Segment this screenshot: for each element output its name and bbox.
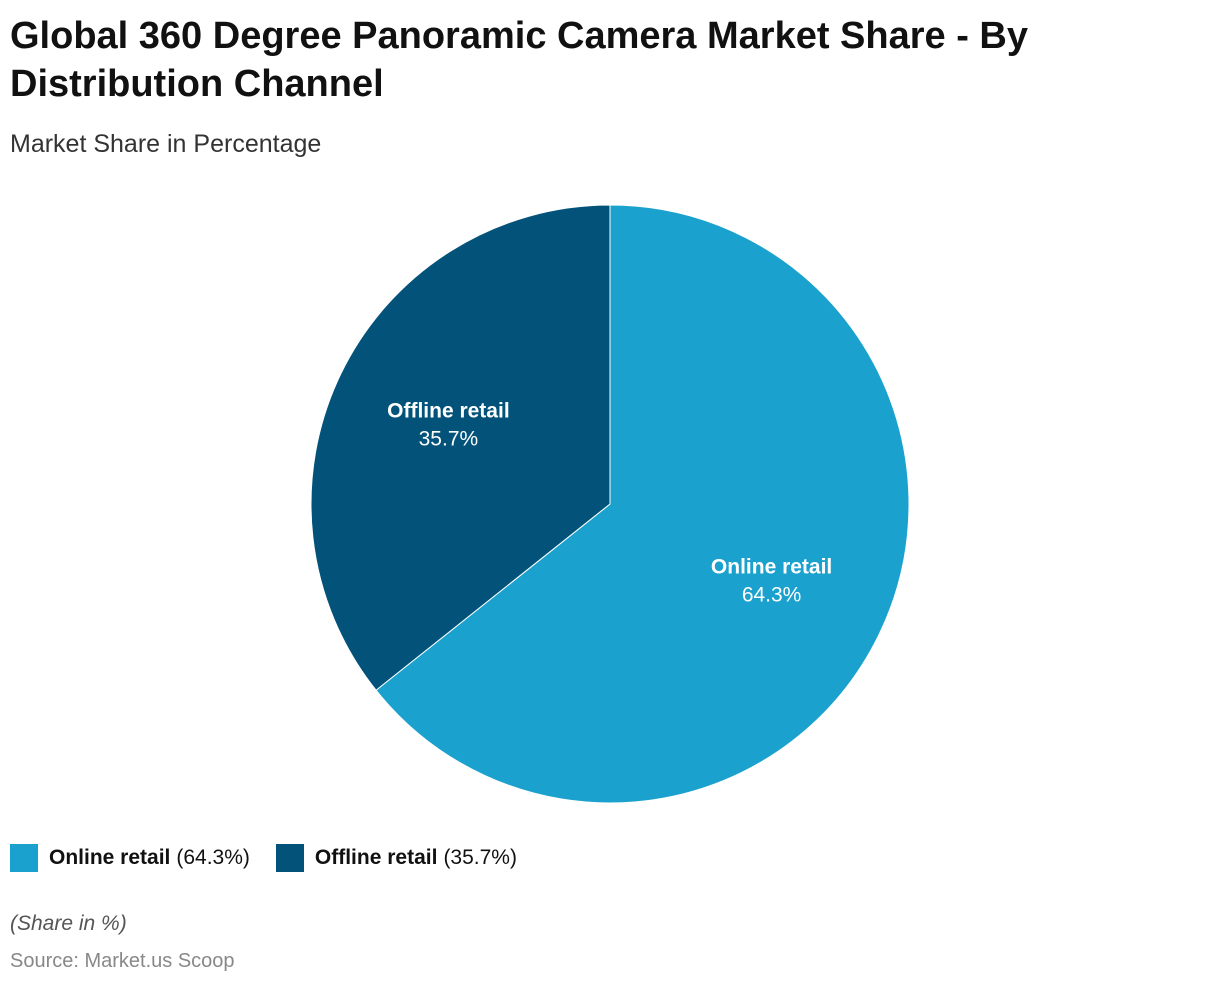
slice-label: Offline retail <box>387 400 510 423</box>
legend-label: Offline retail <box>314 846 438 869</box>
legend-label: Online retail <box>49 846 171 869</box>
slice-value-label: 35.7% <box>419 428 479 451</box>
pie-slice <box>375 204 910 804</box>
slice-value-label: 64.3% <box>742 583 802 606</box>
source: Source: Market.us Scoop <box>10 950 235 972</box>
chart: Online retail 64.3% Offline retail 35.7% <box>310 204 910 804</box>
slice-label: Online retail <box>711 555 832 578</box>
legend-value: (64.3%) <box>176 846 250 869</box>
legend-swatch <box>275 844 304 872</box>
pie-slice <box>310 204 611 691</box>
legend: Online retail (64.3%) Offline retail (35.7%… <box>10 844 517 872</box>
legend-item: Online retail (64.3%) <box>10 844 250 872</box>
note: (Share in %) <box>10 912 127 935</box>
chart-subtitle: Market Share in Percentage <box>10 130 322 158</box>
legend-swatch <box>10 844 38 872</box>
chart-title: Global 360 Degree Panoramic Camera Marke… <box>10 15 1029 105</box>
legend-item: Offline retail (35.7%) <box>275 844 517 872</box>
legend-value: (35.7%) <box>443 846 517 869</box>
